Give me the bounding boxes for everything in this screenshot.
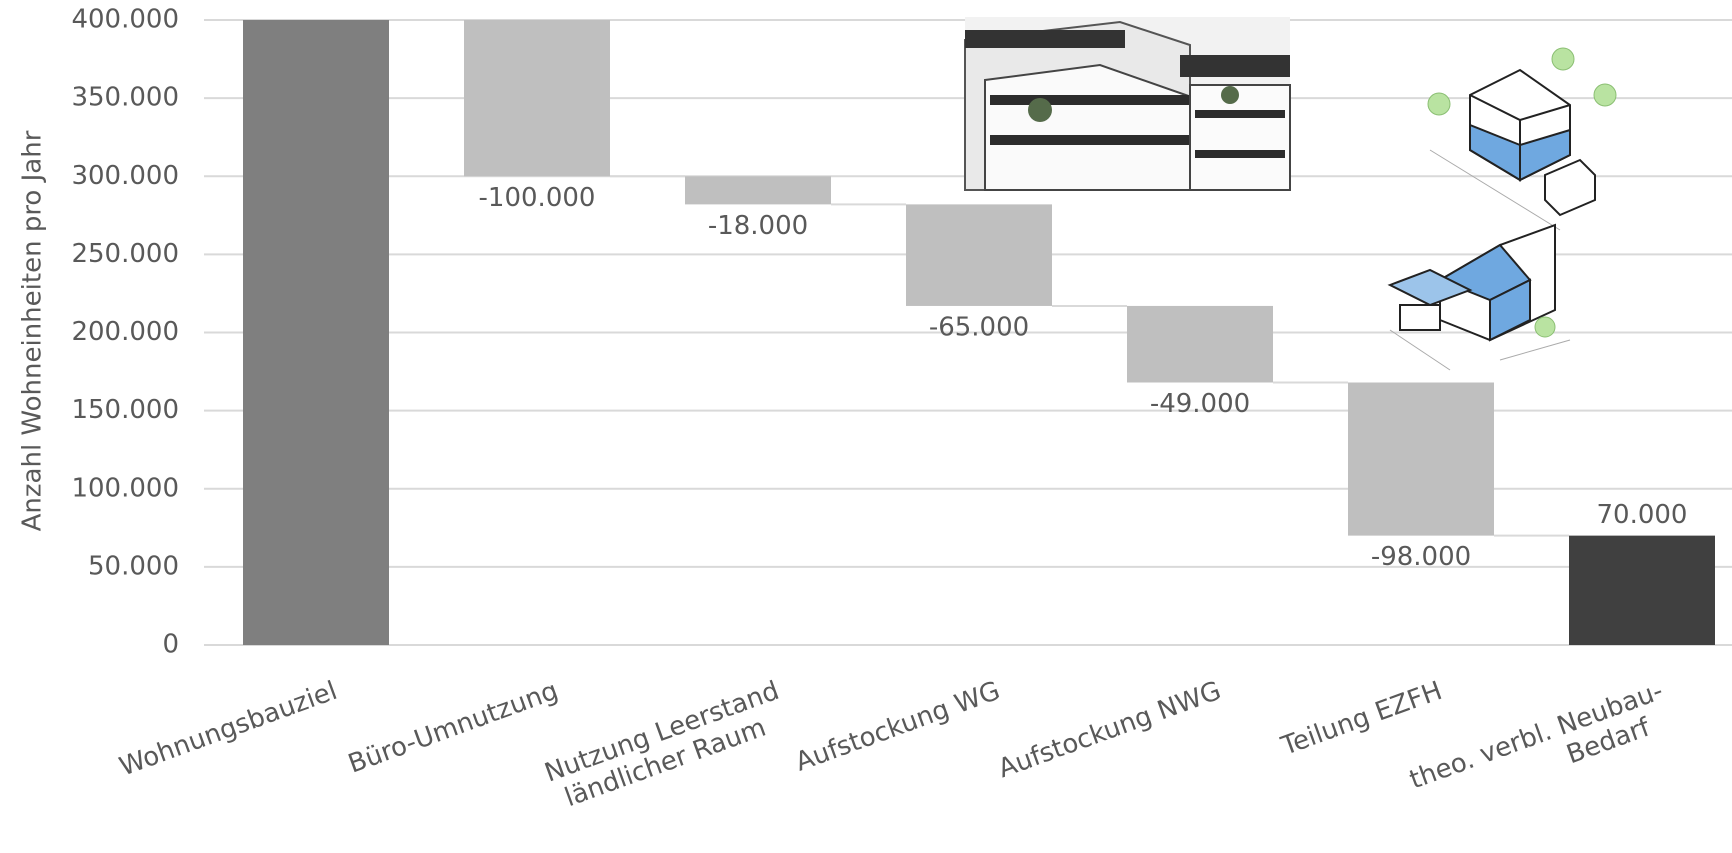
y-tick-label: 250.000: [71, 239, 179, 269]
x-tick-label-line: Wohnungsbauziel: [115, 675, 341, 782]
total-bar: [1569, 535, 1715, 645]
value-label: -65.000: [929, 312, 1029, 342]
building-photo: [964, 17, 1291, 191]
y-tick-label: 300.000: [71, 161, 179, 191]
y-tick-label: 100.000: [71, 473, 179, 503]
delta-bar: [1348, 382, 1494, 536]
x-tick-label: Nutzung Leerstandländlicher Raum: [541, 675, 794, 816]
x-tick-label: Aufstockung NWG: [994, 675, 1225, 783]
x-tick-label: Aufstockung WG: [791, 675, 1003, 777]
x-tick-label: Büro-Umnutzung: [344, 675, 562, 779]
y-tick-label: 200.000: [71, 317, 179, 347]
house-sketch-1: [1427, 47, 1617, 231]
y-axis-title: Anzahl Wohneinheiten pro Jahr: [18, 130, 48, 531]
bar-layer: [243, 19, 1715, 645]
value-label: -100.000: [479, 183, 596, 213]
value-label: -98.000: [1371, 542, 1471, 572]
y-tick-label: 50.000: [88, 551, 179, 581]
y-tick-label: 0: [162, 630, 179, 660]
value-label: -49.000: [1150, 389, 1250, 419]
x-tick-label-line: Aufstockung NWG: [994, 675, 1225, 783]
x-tick-label: theo. verbl. Neubau-Bedarf: [1406, 675, 1678, 823]
x-tick-label: Wohnungsbauziel: [115, 675, 341, 782]
x-tick-label-line: Teilung EZFH: [1277, 675, 1446, 761]
x-tick-label-line: Büro-Umnutzung: [344, 675, 562, 779]
house-sketch-2: [1387, 223, 1571, 371]
value-label: 70.000: [1597, 500, 1688, 530]
delta-bar: [685, 176, 831, 205]
x-tick-label: Teilung EZFH: [1277, 675, 1446, 761]
y-tick-label: 150.000: [71, 395, 179, 425]
y-tick-label: 350.000: [71, 83, 179, 113]
delta-bar: [906, 204, 1052, 306]
y-tick-label: 400.000: [71, 5, 179, 35]
value-label: -18.000: [708, 211, 808, 241]
x-tick-label-line: Aufstockung WG: [791, 675, 1003, 777]
total-bar: [243, 20, 389, 645]
delta-bar: [464, 20, 610, 177]
delta-bar: [1127, 305, 1273, 383]
